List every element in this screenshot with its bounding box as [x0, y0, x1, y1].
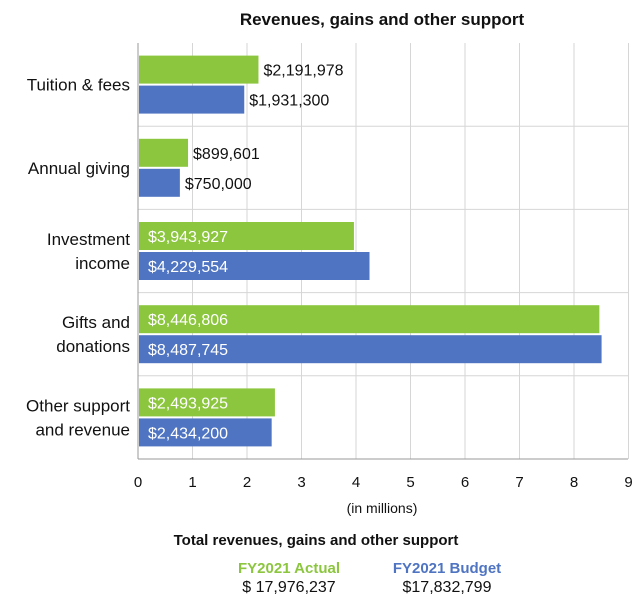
- category-label: Gifts and: [62, 313, 130, 332]
- bar-value-label: $8,446,806: [148, 312, 228, 329]
- bar-value-label: $2,434,200: [148, 425, 228, 442]
- bar-value-label: $1,931,300: [249, 93, 329, 110]
- bar: [139, 388, 275, 417]
- bar: [139, 168, 180, 197]
- x-tick-label: 3: [297, 474, 305, 491]
- legend-budget-label: FY2021 Budget: [392, 560, 502, 577]
- category-label: Investment: [47, 230, 130, 249]
- x-tick-label: 8: [570, 474, 578, 491]
- bar-value-label: $8,487,745: [148, 342, 228, 359]
- bar: [139, 85, 245, 114]
- gridlines: [192, 43, 629, 459]
- bar: [139, 222, 354, 250]
- x-tick-label: 4: [352, 474, 360, 491]
- bar: [139, 335, 602, 364]
- legend-actual-label: FY2021 Actual: [238, 560, 340, 577]
- chart-title: Revenues, gains and other support: [240, 10, 525, 29]
- totals-title: Total revenues, gains and other support: [173, 532, 459, 549]
- x-tick-label: 9: [624, 474, 632, 491]
- x-axis-label: (in millions): [347, 500, 418, 516]
- bar-value-label: $2,493,925: [148, 395, 228, 412]
- x-tick-label: 2: [243, 474, 251, 491]
- bar-value-label: $3,943,927: [148, 229, 228, 246]
- bar: [139, 418, 272, 447]
- x-tick-label: 7: [515, 474, 523, 491]
- x-tick-label: 6: [461, 474, 469, 491]
- bar-value-label: $2,191,978: [263, 63, 343, 80]
- x-tick-labels: 0 1 2 3 4 5 6 7 8 9: [134, 474, 632, 491]
- bar-chart: Revenues, gains and other support $2,191…: [26, 10, 632, 516]
- bar: [139, 305, 600, 334]
- total-budget-value: $17,832,799: [402, 579, 492, 596]
- category-label: Tuition & fees: [27, 76, 130, 95]
- category-label: Annual giving: [28, 159, 130, 178]
- bar-value-label: $899,601: [193, 146, 260, 163]
- total-actual-value: $ 17,976,237: [242, 579, 336, 596]
- category-separators: [138, 125, 628, 377]
- category-label: income: [75, 254, 130, 273]
- bar-value-label: $4,229,554: [148, 259, 228, 276]
- category-label: donations: [56, 337, 130, 356]
- bar-value-label: $750,000: [185, 176, 252, 193]
- category-label: and revenue: [35, 420, 130, 439]
- bars: $2,191,978 $1,931,300 $899,601 $750,000 $3,9…: [139, 55, 602, 447]
- legend-budget: FY2021 Budget $17,832,799: [347, 560, 547, 597]
- bar: [139, 55, 259, 84]
- bar: [139, 138, 189, 167]
- legend-actual: FY2021 Actual $ 17,976,237: [189, 560, 389, 597]
- category-labels: Tuition & fees Annual giving Investment inc…: [26, 76, 130, 440]
- x-tick-label: 0: [134, 474, 142, 491]
- x-tick-label: 5: [406, 474, 414, 491]
- x-tick-label: 1: [188, 474, 196, 491]
- bar: [139, 252, 370, 280]
- category-label: Other support: [26, 396, 130, 415]
